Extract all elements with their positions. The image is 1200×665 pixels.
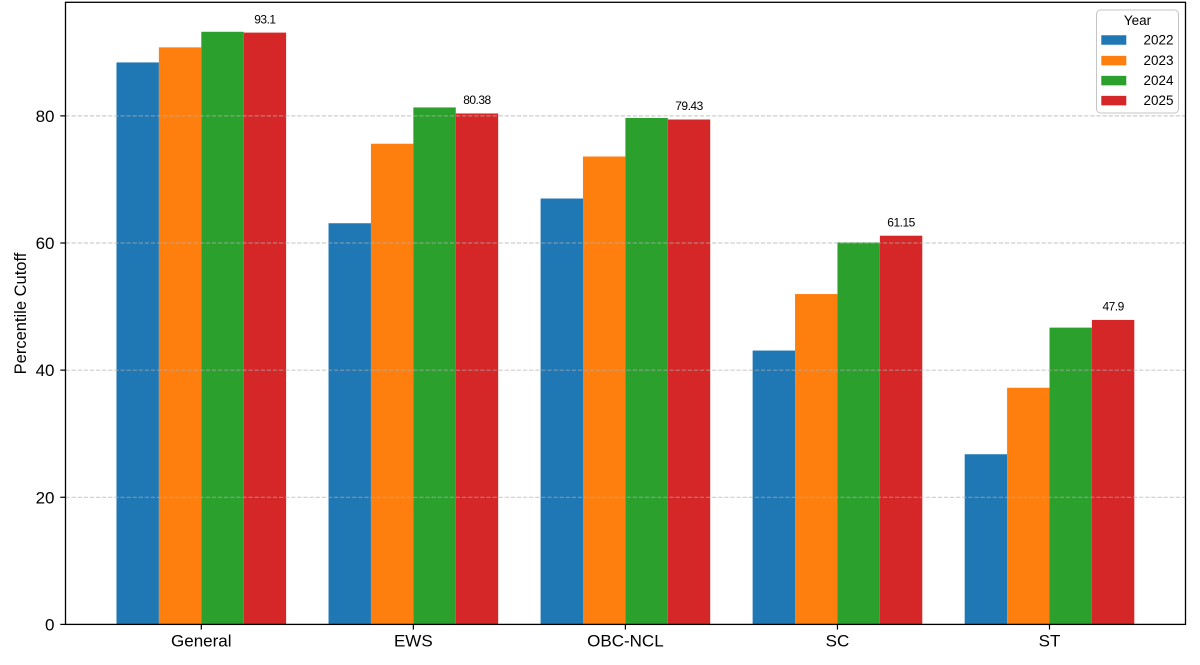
svg-text:61.15: 61.15 bbox=[887, 215, 915, 229]
svg-text:60: 60 bbox=[36, 234, 55, 253]
svg-text:Year: Year bbox=[1124, 13, 1152, 28]
svg-text:2025: 2025 bbox=[1144, 93, 1174, 108]
svg-text:General: General bbox=[171, 632, 231, 651]
svg-text:2022: 2022 bbox=[1144, 33, 1174, 48]
svg-text:47.9: 47.9 bbox=[1102, 300, 1124, 314]
svg-text:EWS: EWS bbox=[394, 632, 433, 651]
svg-text:0: 0 bbox=[45, 615, 54, 634]
svg-text:93.1: 93.1 bbox=[254, 12, 276, 26]
svg-text:OBC-NCL: OBC-NCL bbox=[587, 632, 664, 651]
svg-text:80.38: 80.38 bbox=[463, 93, 491, 107]
svg-text:80: 80 bbox=[36, 107, 55, 126]
svg-text:SC: SC bbox=[826, 632, 850, 651]
svg-text:ST: ST bbox=[1039, 632, 1061, 651]
svg-text:20: 20 bbox=[36, 488, 55, 507]
svg-text:2023: 2023 bbox=[1144, 53, 1174, 68]
svg-text:79.43: 79.43 bbox=[675, 99, 703, 113]
svg-text:Percentile Cutoff: Percentile Cutoff bbox=[12, 252, 30, 374]
svg-text:2024: 2024 bbox=[1144, 73, 1175, 88]
svg-text:40: 40 bbox=[36, 361, 55, 380]
